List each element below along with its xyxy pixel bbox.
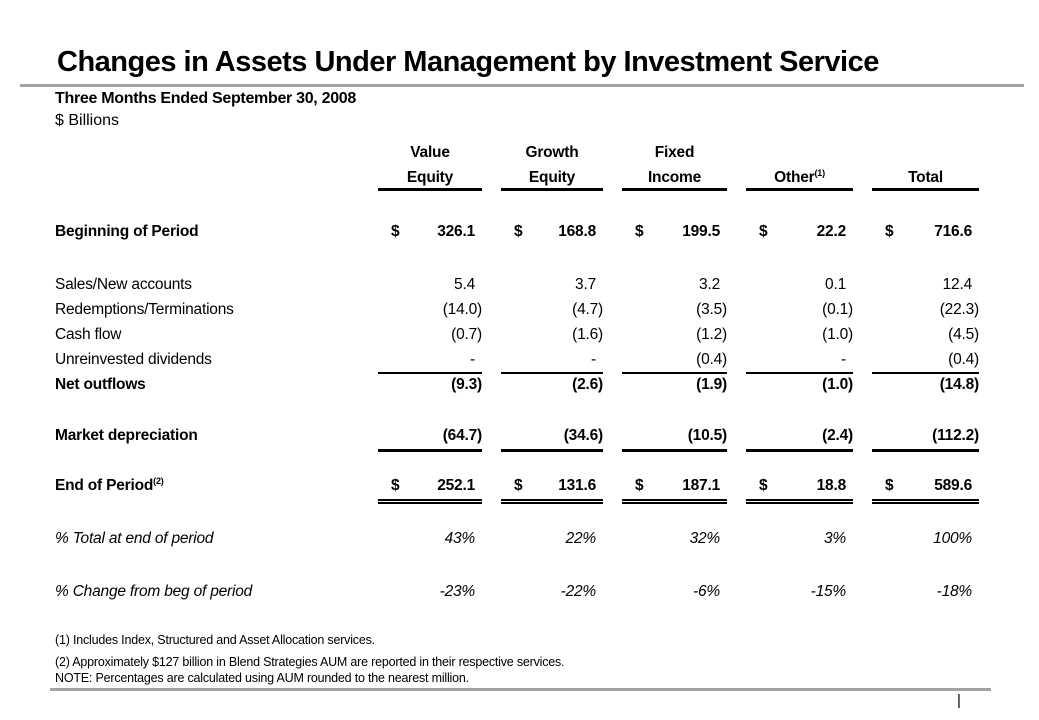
cell-other: (1.0) xyxy=(822,376,853,393)
column-header-total: Total xyxy=(872,138,979,191)
cell-total: 12.4 xyxy=(942,276,973,293)
dollar-sign: $ xyxy=(885,477,894,494)
cell-other: (2.4) xyxy=(746,423,853,452)
superscript: (1) xyxy=(814,167,825,178)
cell-total: (4.5) xyxy=(948,326,979,343)
cell-growth-equity: -22% xyxy=(560,583,597,600)
cell-total: -18% xyxy=(936,583,973,600)
table-row-end-of-period: End of Period(2) $252.1 $131.6 $187.1 $1… xyxy=(55,473,1005,504)
cell-value-equity: $326.1 xyxy=(378,219,482,244)
units-label: $ Billions xyxy=(55,112,120,129)
cell-total: (112.2) xyxy=(872,423,979,452)
cell-fixed-income: $187.1 xyxy=(622,473,727,504)
cell-growth-equity: (2.6) xyxy=(572,376,603,393)
aum-table: Value Equity Growth Equity Fixed Income … xyxy=(55,138,1005,604)
cell-total: (22.3) xyxy=(939,301,979,318)
cell-value-equity: (0.7) xyxy=(451,326,482,343)
cell-other: (1.0) xyxy=(822,326,853,343)
cell-total: $589.6 xyxy=(872,473,979,504)
cell-growth-equity: - xyxy=(501,347,603,374)
table-row-market-depreciation: Market depreciation (64.7) (34.6) (10.5)… xyxy=(55,423,1005,452)
dollar-sign: $ xyxy=(885,223,894,240)
cell-fixed-income: 32% xyxy=(689,530,721,547)
table-row-pct-total-at-end: % Total at end of period 43% 22% 32% 3% … xyxy=(55,526,1005,551)
cell-other: $18.8 xyxy=(746,473,853,504)
table-row-pct-change-from-beg: % Change from beg of period -23% -22% -6… xyxy=(55,579,1005,604)
footnote-1: (1) Includes Index, Structured and Asset… xyxy=(55,633,375,647)
footnote-2: (2) Approximately $127 billion in Blend … xyxy=(55,655,565,669)
cell-growth-equity: 3.7 xyxy=(575,276,596,293)
cell-other: $22.2 xyxy=(746,219,853,244)
page-marker: | xyxy=(957,692,961,709)
cell-growth-equity: $131.6 xyxy=(501,473,603,504)
cell-fixed-income: (3.5) xyxy=(696,301,727,318)
cell-value-equity: $252.1 xyxy=(378,473,482,504)
column-header-value-equity: Value Equity xyxy=(378,138,482,191)
cell-growth-equity: $168.8 xyxy=(501,219,603,244)
cell-total: (0.4) xyxy=(872,347,979,374)
period-subtitle: Three Months Ended September 30, 2008 xyxy=(55,90,356,107)
superscript: (2) xyxy=(153,475,164,486)
bottom-divider xyxy=(50,688,991,691)
column-header-other: Other(1) xyxy=(746,138,853,191)
cell-growth-equity: 22% xyxy=(565,530,597,547)
dollar-sign: $ xyxy=(391,223,400,240)
cell-growth-equity: (4.7) xyxy=(572,301,603,318)
cell-fixed-income: (10.5) xyxy=(622,423,727,452)
cell-fixed-income: (0.4) xyxy=(622,347,727,374)
dollar-sign: $ xyxy=(759,477,768,494)
dollar-sign: $ xyxy=(514,477,523,494)
table-header-row: Value Equity Growth Equity Fixed Income … xyxy=(55,138,1005,191)
cell-fixed-income: $199.5 xyxy=(622,219,727,244)
table-row-unreinvested-dividends: Unreinvested dividends - - (0.4) - (0.4) xyxy=(55,347,1005,374)
cell-other: (0.1) xyxy=(822,301,853,318)
column-header-fixed-income: Fixed Income xyxy=(622,138,727,191)
cell-total: 100% xyxy=(933,530,972,547)
table-row-net-outflows: Net outflows (9.3) (2.6) (1.9) (1.0) (14… xyxy=(55,372,1005,397)
cell-value-equity: (64.7) xyxy=(378,423,482,452)
cell-value-equity: (9.3) xyxy=(451,376,482,393)
cell-fixed-income: (1.2) xyxy=(696,326,727,343)
cell-value-equity: 5.4 xyxy=(454,276,475,293)
cell-growth-equity: (34.6) xyxy=(501,423,603,452)
page-title: Changes in Assets Under Management by In… xyxy=(57,46,879,78)
cell-other: -15% xyxy=(810,583,847,600)
table-row-redemptions-terminations: Redemptions/Terminations (14.0) (4.7) (3… xyxy=(55,297,1005,322)
table-row-sales-new-accounts: Sales/New accounts 5.4 3.7 3.2 0.1 12.4 xyxy=(55,272,1005,297)
table-row-cash-flow: Cash flow (0.7) (1.6) (1.2) (1.0) (4.5) xyxy=(55,322,1005,347)
dollar-sign: $ xyxy=(514,223,523,240)
dollar-sign: $ xyxy=(391,477,400,494)
cell-value-equity: (14.0) xyxy=(442,301,482,318)
cell-value-equity: 43% xyxy=(444,530,476,547)
footnotes: (1) Includes Index, Structured and Asset… xyxy=(55,633,565,685)
cell-total: (14.8) xyxy=(939,376,979,393)
cell-growth-equity: (1.6) xyxy=(572,326,603,343)
cell-fixed-income: -6% xyxy=(693,583,720,600)
title-divider xyxy=(20,84,1024,87)
dollar-sign: $ xyxy=(759,223,768,240)
cell-total: $716.6 xyxy=(872,219,979,244)
cell-other: 3% xyxy=(823,530,846,547)
cell-value-equity: -23% xyxy=(439,583,476,600)
column-header-growth-equity: Growth Equity xyxy=(501,138,603,191)
dollar-sign: $ xyxy=(635,223,644,240)
cell-fixed-income: (1.9) xyxy=(696,376,727,393)
cell-value-equity: - xyxy=(378,347,482,374)
header-spacer xyxy=(55,138,359,191)
footnote-note: NOTE: Percentages are calculated using A… xyxy=(55,671,469,685)
dollar-sign: $ xyxy=(635,477,644,494)
cell-other: 0.1 xyxy=(825,276,846,293)
table-row-beginning-of-period: Beginning of Period $326.1 $168.8 $199.5… xyxy=(55,219,1005,244)
cell-fixed-income: 3.2 xyxy=(699,276,720,293)
cell-other: - xyxy=(746,347,853,374)
